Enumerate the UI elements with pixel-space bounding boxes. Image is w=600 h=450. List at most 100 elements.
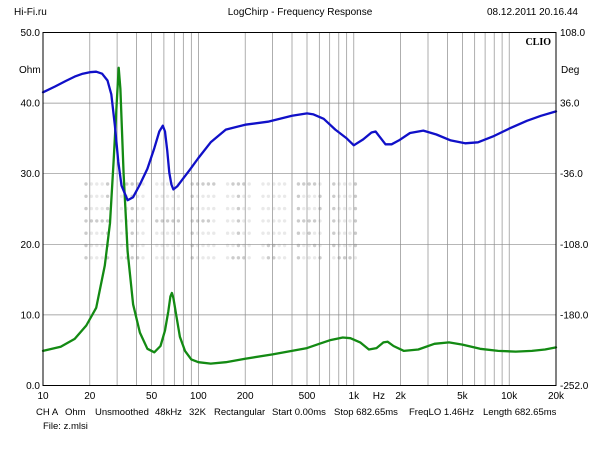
watermark-dot: [231, 194, 235, 198]
watermark-dot: [277, 256, 281, 260]
watermark-dot: [318, 194, 322, 198]
watermark-dot: [206, 194, 211, 198]
watermark-dot: [342, 256, 347, 260]
watermark-dot: [312, 182, 317, 186]
x-tick-label: 20: [84, 391, 96, 402]
plot-frame: [42, 32, 557, 386]
watermark-dot: [141, 231, 145, 235]
footer-freqlo: FreqLO 1.46Hz: [409, 407, 474, 418]
watermark-dot: [337, 182, 341, 186]
y-right-tick-label: -180.0: [560, 310, 589, 321]
watermark-dot: [247, 219, 251, 223]
watermark-dot: [176, 231, 181, 235]
watermark-dot: [100, 182, 104, 186]
watermark-dot: [155, 231, 159, 235]
watermark-dot: [95, 182, 99, 186]
watermark-dot: [318, 231, 322, 235]
watermark-dot: [302, 182, 306, 186]
watermark-dot: [261, 256, 265, 260]
watermark-dot: [353, 194, 358, 198]
watermark-dot: [307, 194, 311, 198]
footer-length: Length 682.65ms: [483, 407, 557, 418]
watermark-dot: [89, 182, 94, 186]
watermark-dot: [231, 256, 235, 260]
watermark-dot: [84, 194, 88, 198]
watermark-dot: [160, 206, 164, 211]
footer-window: Rectangular: [214, 407, 266, 418]
watermark-dot: [282, 231, 287, 235]
watermark-dot: [296, 231, 301, 235]
watermark-dot: [201, 182, 205, 186]
watermark-dot: [307, 206, 311, 211]
watermark-dot: [236, 231, 241, 235]
watermark-dot: [282, 182, 287, 186]
watermark-dot: [160, 182, 164, 186]
watermark-dot: [318, 219, 322, 223]
watermark-dot: [342, 219, 347, 223]
watermark-dot: [195, 182, 200, 186]
watermark-dot: [165, 194, 170, 198]
watermark-dot: [236, 256, 241, 260]
watermark-dot: [277, 194, 281, 198]
watermark-dot: [266, 256, 271, 260]
watermark-dot: [160, 219, 164, 223]
watermark-dot: [302, 206, 306, 211]
x-tick-label: 1k: [349, 391, 361, 402]
watermark-dot: [130, 219, 134, 223]
watermark-dot: [337, 256, 341, 260]
footer-size: 32K: [189, 407, 206, 418]
footer-file: File: z.mlsi: [43, 421, 88, 432]
watermark-dot: [342, 231, 347, 235]
watermark-dot: [130, 206, 134, 211]
watermark-dot: [337, 194, 341, 198]
watermark-dot: [195, 231, 200, 235]
watermark-dot: [165, 231, 170, 235]
x-axis-unit-label: Hz: [373, 391, 385, 402]
watermark-dot: [236, 219, 241, 223]
watermark-dot: [312, 219, 317, 223]
chart-title: LogChirp - Frequency Response: [227, 7, 373, 18]
watermark-dot: [266, 219, 271, 223]
y-left-tick-label: 30.0: [21, 169, 41, 180]
x-tick-label: 200: [237, 391, 254, 402]
watermark-dot: [176, 219, 181, 223]
watermark-dot: [95, 231, 99, 235]
watermark-dot: [353, 206, 358, 211]
watermark-dot: [165, 256, 170, 260]
watermark-dot: [236, 182, 241, 186]
watermark-dot: [261, 194, 265, 198]
watermark-dot: [165, 182, 170, 186]
y-right-unit-label: Deg: [561, 65, 579, 76]
watermark-dot: [119, 194, 124, 198]
watermark-dot: [84, 219, 88, 223]
watermark-dot: [307, 182, 311, 186]
watermark-dot: [261, 206, 265, 211]
watermark-dot: [296, 194, 301, 198]
grid: [43, 32, 556, 386]
watermark-dot: [282, 206, 287, 211]
watermark-dot: [119, 206, 124, 211]
watermark-dot: [242, 231, 246, 235]
watermark-dot: [105, 219, 110, 223]
watermark-dot: [231, 219, 235, 223]
watermark-dot: [242, 182, 246, 186]
watermark-dot: [84, 231, 88, 235]
watermark-dot: [165, 206, 170, 211]
watermark-dot: [100, 219, 104, 223]
watermark-dot: [195, 219, 200, 223]
x-tick-label: 2k: [395, 391, 407, 402]
watermark-dot: [176, 256, 181, 260]
y-left-tick-label: 50.0: [21, 28, 41, 39]
watermark-dot: [242, 206, 246, 211]
watermark-dot: [225, 219, 230, 223]
watermark-dot: [155, 256, 159, 260]
watermark-dot: [84, 256, 88, 260]
watermark-dot: [201, 231, 205, 235]
watermark-dot: [277, 219, 281, 223]
watermark-dot: [155, 206, 159, 211]
watermark-dot: [130, 182, 134, 186]
watermark-dot: [155, 219, 159, 223]
watermark-dot: [282, 256, 287, 260]
watermark-dot: [171, 219, 175, 223]
watermark-dot: [141, 194, 145, 198]
